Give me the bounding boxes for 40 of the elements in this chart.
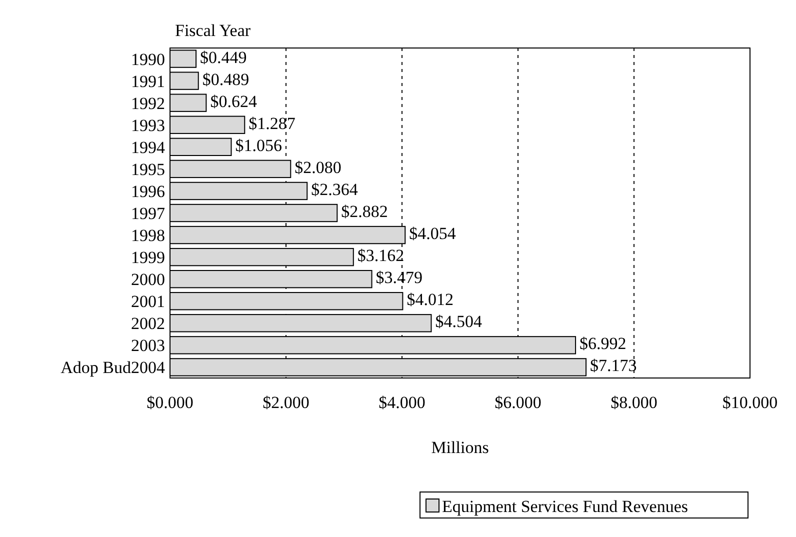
y-tick-label: 1994 [131, 138, 166, 157]
data-label: $2.364 [311, 180, 358, 199]
y-tick-label: 1993 [131, 116, 165, 135]
data-label: $3.162 [357, 246, 404, 266]
data-label: $4.054 [409, 224, 456, 244]
bar [170, 72, 199, 90]
data-label: $3.479 [376, 268, 423, 288]
data-label: $7.173 [590, 356, 637, 376]
x-tick-label: $6.000 [494, 393, 542, 412]
data-label: $0.489 [202, 70, 250, 89]
y-tick-label: 1992 [131, 94, 165, 113]
data-label: $6.992 [580, 334, 626, 354]
y-tick-label: Adop Bud2004 [60, 358, 166, 378]
y-axis-title: Fiscal Year [175, 21, 251, 40]
y-tick-label: 1990 [131, 50, 165, 69]
x-axis-title: Millions [431, 438, 489, 457]
y-tick-label: 2003 [131, 336, 165, 356]
y-tick-label: 2002 [131, 314, 165, 334]
data-label: $4.012 [406, 290, 454, 310]
y-tick-label: 1997 [131, 204, 166, 223]
data-label: $2.080 [294, 158, 342, 177]
y-tick-label: 1991 [131, 72, 165, 91]
data-label: $2.882 [341, 202, 388, 221]
y-tick-label: 1996 [131, 182, 165, 201]
y-tick-label: 1998 [131, 226, 165, 246]
data-label: $1.287 [248, 114, 296, 133]
data-label: $4.504 [435, 312, 482, 332]
y-tick-label: 1995 [131, 160, 165, 179]
y-tick-label: 1999 [131, 248, 165, 268]
data-label: $0.449 [200, 48, 247, 67]
data-label: $1.056 [235, 136, 282, 155]
x-tick-label: $4.000 [378, 393, 426, 412]
legend-label: Equipment Services Fund Revenues [442, 497, 688, 516]
y-tick-label: 2000 [131, 270, 165, 290]
x-tick-label: $8.000 [610, 393, 658, 412]
data-label: $0.624 [210, 92, 258, 111]
x-tick-label: $0.000 [146, 393, 194, 412]
y-tick-label: 2001 [131, 292, 165, 312]
x-tick-label: $2.000 [262, 393, 310, 412]
x-tick-label: $10.000 [722, 393, 778, 412]
